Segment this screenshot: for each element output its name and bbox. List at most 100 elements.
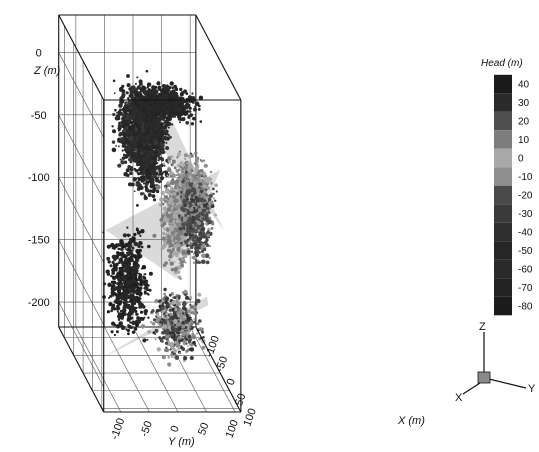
- data-point: [171, 248, 175, 252]
- data-point: [165, 141, 168, 144]
- data-point: [195, 214, 200, 220]
- data-point: [106, 244, 111, 249]
- data-point: [145, 288, 149, 291]
- data-point: [165, 312, 169, 316]
- data-point: [145, 180, 150, 184]
- data-point: [202, 226, 205, 229]
- data-point: [180, 235, 183, 238]
- data-point: [124, 258, 129, 262]
- data-point: [170, 155, 174, 159]
- floor-gridline: [104, 326, 150, 413]
- data-point: [143, 309, 148, 314]
- data-point: [192, 310, 197, 316]
- data-point: [152, 233, 157, 238]
- data-point: [171, 313, 174, 316]
- data-point: [176, 205, 180, 209]
- data-point: [205, 179, 209, 184]
- data-point: [193, 162, 197, 165]
- data-point: [107, 260, 111, 264]
- data-point: [124, 284, 129, 289]
- data-point: [125, 328, 128, 331]
- data-point: [134, 277, 138, 281]
- data-point: [179, 165, 183, 168]
- data-point: [161, 225, 164, 228]
- data-point: [158, 170, 163, 174]
- data-point: [170, 233, 173, 236]
- data-point: [129, 120, 134, 125]
- data-point: [136, 146, 139, 149]
- data-point: [128, 116, 132, 120]
- data-point: [180, 338, 184, 342]
- data-point: [161, 307, 163, 310]
- data-point: [125, 122, 129, 126]
- data-point: [155, 150, 159, 154]
- data-point: [165, 233, 168, 235]
- data-point: [115, 324, 120, 329]
- data-point: [198, 319, 202, 323]
- data-point: [124, 147, 129, 153]
- data-point: [195, 159, 199, 164]
- data-point: [157, 138, 161, 142]
- data-point: [183, 153, 188, 158]
- data-point: [161, 140, 165, 144]
- data-point: [108, 297, 110, 299]
- data-point: [137, 252, 140, 254]
- data-point: [162, 211, 166, 215]
- data-point: [212, 187, 215, 191]
- data-point: [136, 204, 139, 207]
- data-point: [184, 216, 188, 221]
- data-point: [168, 259, 171, 262]
- data-point: [122, 233, 127, 238]
- data-point: [160, 143, 165, 148]
- data-point: [179, 211, 183, 215]
- data-point: [170, 226, 174, 230]
- data-point: [147, 284, 150, 287]
- data-point: [117, 137, 121, 142]
- data-point: [133, 327, 138, 331]
- data-point: [186, 162, 189, 165]
- data-point: [117, 255, 120, 258]
- data-point: [134, 269, 138, 273]
- data-point: [144, 146, 147, 149]
- data-point: [140, 168, 143, 172]
- data-point: [132, 160, 136, 163]
- data-point: [123, 148, 126, 151]
- data-point: [123, 160, 128, 164]
- data-point: [197, 237, 202, 242]
- data-point: [121, 255, 124, 258]
- data-point: [126, 254, 129, 257]
- data-point: [162, 318, 166, 322]
- data-point: [186, 345, 189, 347]
- data-point: [152, 145, 155, 148]
- data-point: [152, 184, 155, 188]
- data-point: [112, 112, 116, 117]
- data-point: [142, 338, 147, 343]
- data-point: [136, 153, 140, 158]
- data-point: [125, 245, 128, 248]
- data-point: [205, 260, 210, 265]
- data-point: [194, 226, 197, 230]
- data-point: [142, 178, 145, 181]
- data-point: [157, 299, 161, 303]
- data-point: [181, 213, 185, 217]
- data-point: [165, 346, 168, 349]
- data-point: [199, 243, 203, 246]
- left-wall-gridline: [58, 239, 104, 325]
- data-point: [136, 282, 140, 286]
- data-point: [148, 133, 153, 138]
- data-point: [195, 249, 200, 254]
- data-point: [210, 204, 215, 208]
- data-point: [156, 136, 159, 139]
- data-point: [155, 177, 158, 180]
- data-point: [129, 140, 134, 145]
- data-point: [173, 323, 177, 327]
- data-point: [178, 190, 181, 193]
- data-point: [178, 226, 182, 230]
- data-point: [168, 159, 172, 163]
- data-point: [110, 309, 113, 313]
- data-point: [172, 327, 176, 331]
- data-point: [214, 214, 217, 217]
- data-point: [116, 310, 119, 313]
- data-point: [121, 89, 126, 94]
- data-point: [152, 186, 157, 191]
